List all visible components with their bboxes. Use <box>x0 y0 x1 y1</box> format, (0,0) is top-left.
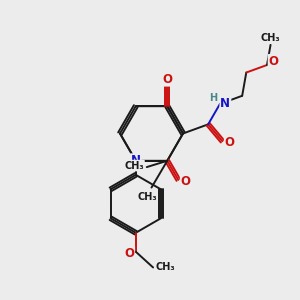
Text: CH₃: CH₃ <box>261 33 280 43</box>
Text: CH₃: CH₃ <box>124 160 144 171</box>
Text: N: N <box>220 98 230 110</box>
Text: O: O <box>181 175 191 188</box>
Text: CH₃: CH₃ <box>156 262 176 272</box>
Text: H: H <box>209 94 217 103</box>
Text: O: O <box>268 55 279 68</box>
Text: N: N <box>131 154 141 167</box>
Text: CH₃: CH₃ <box>137 192 157 202</box>
Text: O: O <box>225 136 235 149</box>
Text: O: O <box>124 247 134 260</box>
Text: O: O <box>162 73 172 85</box>
